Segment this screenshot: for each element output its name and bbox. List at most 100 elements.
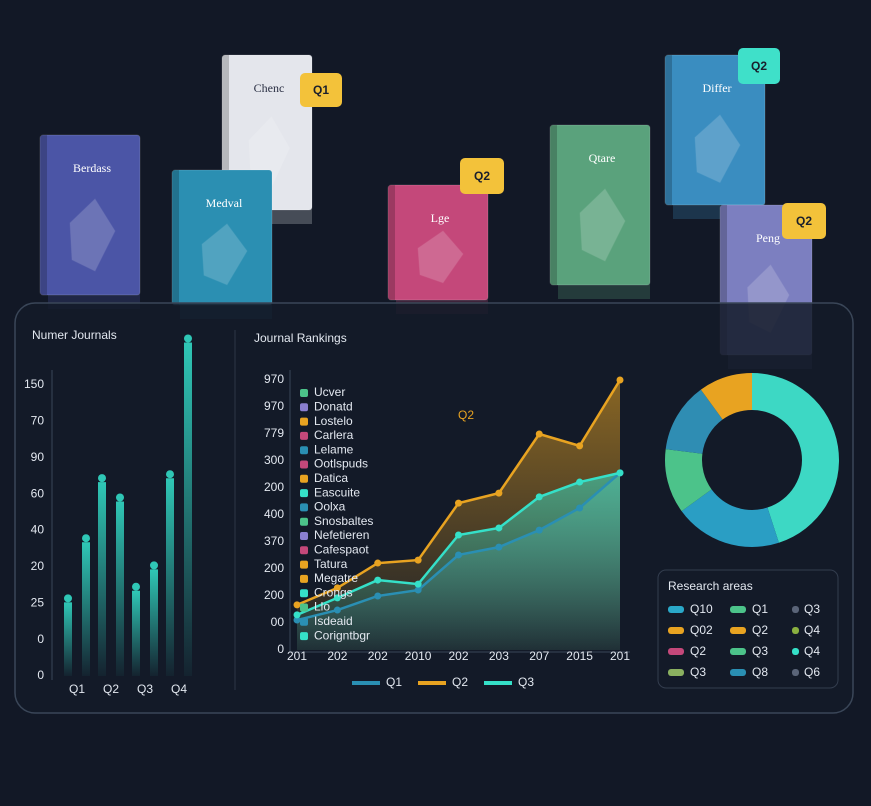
quartile-badge (782, 203, 826, 239)
book-title: Differ (702, 81, 731, 95)
bar-dot (132, 582, 140, 591)
key-icon (300, 431, 308, 440)
x-tick-label: 202 (327, 649, 347, 663)
y-tick-label: 90 (31, 450, 45, 464)
key-icon (300, 574, 308, 583)
key-icon (300, 446, 308, 455)
key-label: Eascuite (314, 485, 360, 499)
book-art (579, 188, 626, 262)
key-icon (300, 589, 308, 598)
legend-swatch (792, 669, 799, 676)
book-shadow (558, 281, 650, 299)
bar (132, 590, 140, 676)
key-label: Isdeaid (314, 614, 353, 628)
y-tick-label: 150 (24, 377, 44, 391)
bar-dot (184, 334, 192, 343)
area (297, 472, 620, 650)
point (455, 551, 462, 559)
book-spine (550, 125, 557, 285)
point (414, 580, 422, 588)
y-tick-label: 60 (31, 486, 45, 500)
bar (82, 542, 90, 676)
key-icon (300, 632, 308, 641)
legend-label: Q2 (752, 623, 768, 637)
key-label: Ootlspuds (314, 457, 368, 471)
y-tick-label: 779 (264, 426, 284, 440)
point (576, 504, 584, 512)
legend-title: Research areas (668, 579, 753, 593)
key-icon (300, 532, 308, 540)
legend-label: Q4 (804, 644, 820, 658)
point (333, 594, 341, 602)
point (333, 606, 341, 614)
x-tick-label: 203 (489, 649, 509, 663)
legend-swatch (730, 648, 746, 655)
y-tick-label: 200 (264, 480, 284, 494)
key-label: Lostelo (314, 414, 353, 428)
book-art (69, 198, 116, 272)
key-label: Megatre (314, 571, 358, 585)
legend-label: Q3 (804, 602, 820, 616)
point (374, 559, 382, 567)
key-label: Corigntbgr (314, 628, 370, 642)
x-tick-label: 201 (287, 649, 307, 663)
point (293, 616, 301, 624)
book-spine (222, 55, 229, 210)
point (414, 556, 422, 564)
legend-swatch (668, 648, 684, 655)
legend-label: Q3 (518, 675, 534, 689)
bar (150, 569, 158, 676)
key-icon (300, 403, 308, 412)
x-tick-label: Q2 (103, 682, 119, 696)
book-shelf: Berdass Chenc Q1 Medval Lge Q2 Qtare Differ Q2 Pe… (39, 48, 826, 369)
point (535, 493, 543, 501)
bar (116, 501, 124, 676)
bar (166, 478, 174, 676)
bar (98, 482, 106, 676)
book-title: Chenc (254, 81, 285, 95)
book-spine (172, 170, 179, 305)
book-title: Medval (206, 196, 243, 210)
legend-label: Q1 (752, 602, 768, 616)
book-title: Berdass (73, 161, 111, 175)
legend-label: Q10 (690, 602, 713, 616)
badge-label: Q2 (751, 59, 767, 73)
book-cover (39, 134, 141, 296)
y-tick-label: 300 (264, 453, 284, 467)
point (535, 526, 543, 534)
badge-label: Q1 (313, 83, 329, 97)
point (576, 478, 584, 486)
book-art (201, 223, 248, 286)
key-label: Tatura (314, 557, 348, 571)
x-tick-label: 202 (448, 649, 468, 663)
book-art (248, 116, 291, 188)
book-cover (549, 124, 651, 286)
x-tick-label: 202 (368, 649, 388, 663)
donut-slice (665, 389, 723, 454)
bar (184, 342, 192, 676)
key-icon (300, 560, 308, 569)
key-icon (300, 474, 308, 483)
book-art (417, 230, 464, 284)
key-label: Oolxa (314, 500, 346, 514)
key-icon (300, 417, 308, 426)
donut-slice (681, 489, 779, 547)
key-icon (300, 546, 308, 555)
legend-label: Q02 (690, 623, 713, 637)
legend-label: Q1 (386, 675, 402, 689)
key-icon (300, 489, 308, 498)
key-icon (300, 503, 308, 512)
badge-label: Q2 (474, 169, 490, 183)
legend-label: Q2 (690, 644, 706, 658)
point (495, 543, 503, 551)
legend-label: Q4 (804, 623, 820, 637)
key-label: Crongs (314, 585, 353, 599)
y-tick-label: 400 (264, 507, 284, 521)
book-spine (665, 55, 672, 205)
y-tick-label: 0 (37, 632, 44, 646)
y-tick-label: 25 (31, 595, 45, 609)
legend-swatch (730, 606, 746, 613)
donut-slice (700, 373, 752, 420)
x-tick-label: Q1 (69, 682, 85, 696)
point (333, 584, 341, 592)
